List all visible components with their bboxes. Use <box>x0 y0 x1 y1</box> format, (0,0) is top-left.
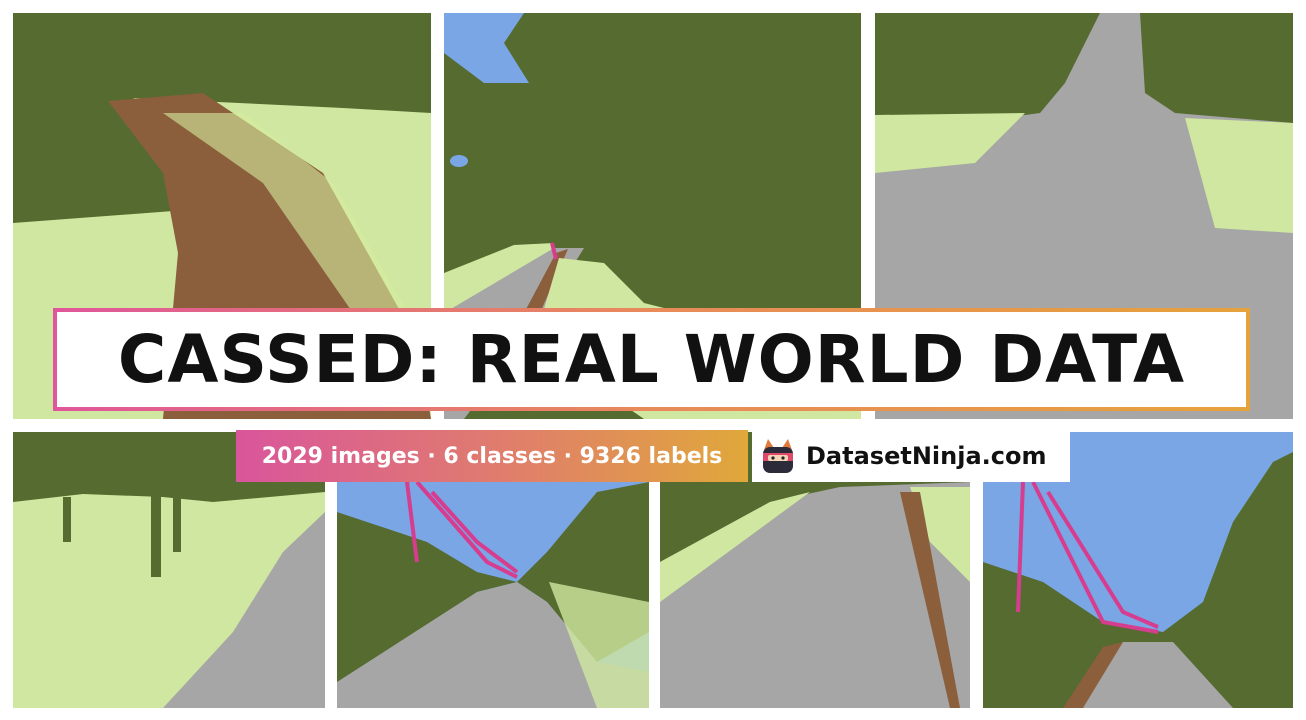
dataset-title: CASSED: REAL WORLD DATA <box>117 321 1186 398</box>
dataset-stats: 2029 images · 6 classes · 9326 labels <box>236 430 748 482</box>
title-banner: CASSED: REAL WORLD DATA <box>53 308 1250 411</box>
segmentation-tile-4 <box>13 432 325 708</box>
dataset-stats-text: 2029 images · 6 classes · 9326 labels <box>261 443 723 469</box>
brand-name: DatasetNinja.com <box>806 442 1047 470</box>
ninja-cat-logo-icon <box>763 439 793 473</box>
brand[interactable]: DatasetNinja.com <box>752 430 1070 482</box>
segmentation-tile-5 <box>337 432 649 708</box>
